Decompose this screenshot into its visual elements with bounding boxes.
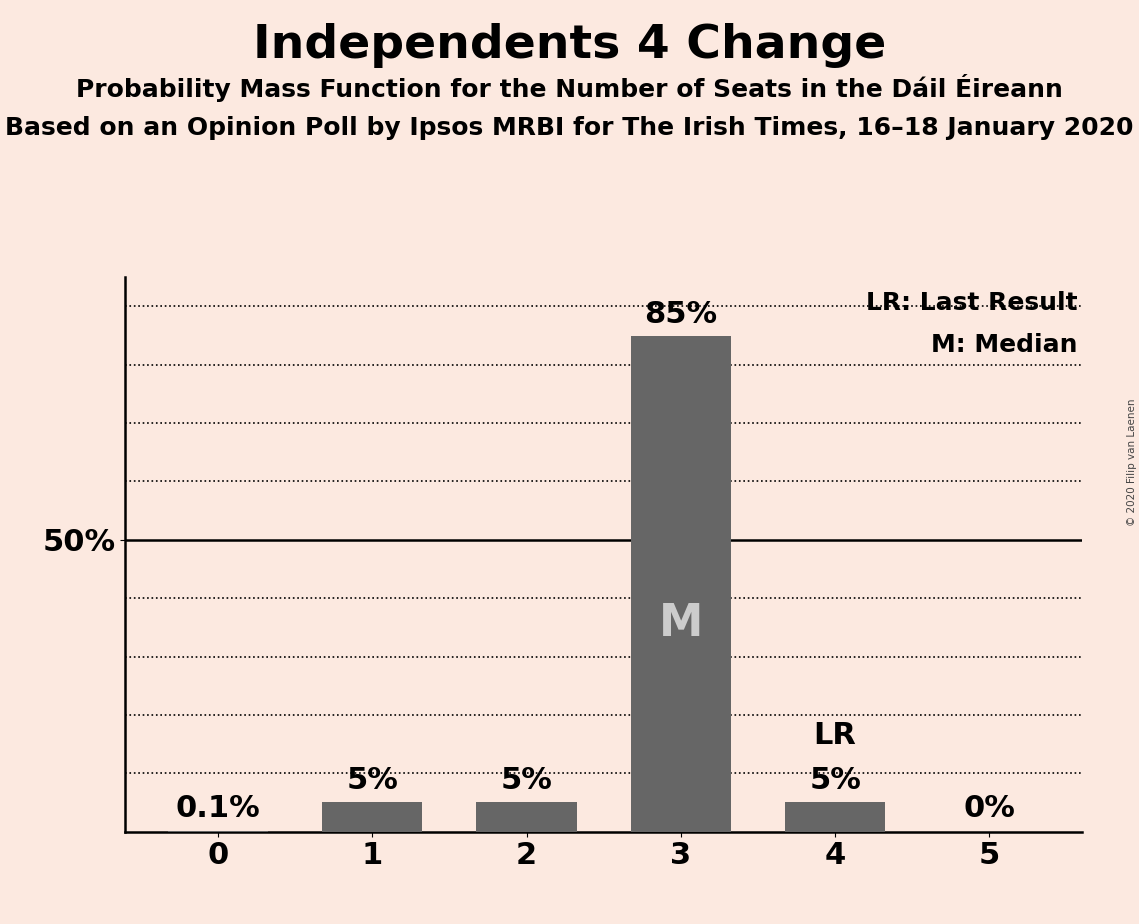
Text: 5%: 5%	[346, 766, 399, 796]
Text: LR: Last Result: LR: Last Result	[866, 291, 1077, 315]
Bar	[476, 802, 576, 832]
Text: Independents 4 Change: Independents 4 Change	[253, 23, 886, 68]
Text: Probability Mass Function for the Number of Seats in the Dáil Éireann: Probability Mass Function for the Number…	[76, 74, 1063, 102]
Text: Based on an Opinion Poll by Ipsos MRBI for The Irish Times, 16–18 January 2020: Based on an Opinion Poll by Ipsos MRBI f…	[6, 116, 1133, 140]
Bar	[322, 802, 423, 832]
Text: M: M	[658, 602, 703, 645]
Text: LR: LR	[813, 721, 857, 750]
Text: 5%: 5%	[500, 766, 552, 796]
Text: 0.1%: 0.1%	[175, 794, 260, 823]
Text: M: Median: M: Median	[931, 333, 1077, 357]
Text: © 2020 Filip van Laenen: © 2020 Filip van Laenen	[1126, 398, 1137, 526]
Text: 0%: 0%	[964, 794, 1015, 823]
Text: 5%: 5%	[809, 766, 861, 796]
Text: 85%: 85%	[645, 299, 718, 329]
Bar	[631, 335, 731, 832]
Bar	[785, 802, 885, 832]
